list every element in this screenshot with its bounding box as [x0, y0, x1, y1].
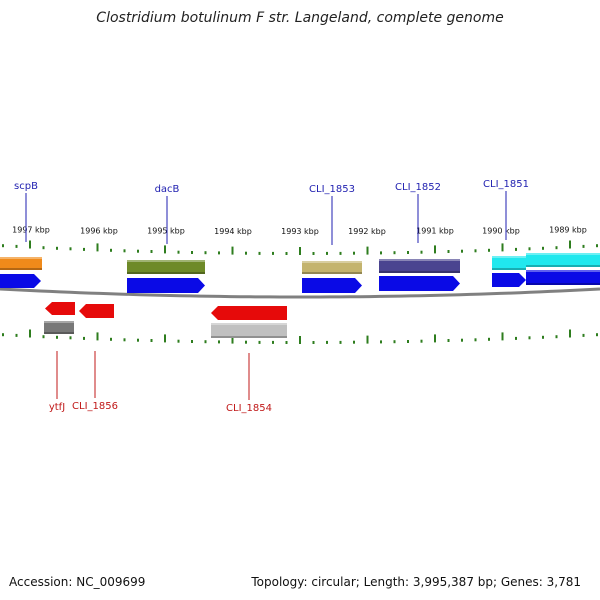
feature-gray-ytfJ-shadow: [44, 332, 74, 334]
cds-forward-CLI_1851: [492, 273, 526, 287]
feature-gray-ytfJ: [44, 321, 74, 334]
kbp-label: 1996 kbp: [80, 226, 118, 235]
topology-summary: Topology: circular; Length: 3,995,387 bp…: [251, 575, 581, 589]
feature-slate-CLI_1852-shadow: [379, 271, 460, 273]
feature-olive-dacB: [127, 260, 205, 274]
kbp-label: 1991 kbp: [416, 227, 454, 236]
kbp-label: 1989 kbp: [549, 226, 587, 235]
gene-label-top: CLI_1852: [395, 182, 441, 193]
kbp-label: 1994 kbp: [214, 227, 252, 236]
feature-lightgray-CLI_1854-highlight: [211, 323, 287, 325]
gene-label-bottom: ytfJ: [49, 402, 65, 413]
kbp-label: 1997 kbp: [12, 226, 50, 235]
kbp-label: 1992 kbp: [348, 227, 386, 236]
gene-label-top: dacB: [155, 184, 180, 195]
cds-reverse-ytfJ: [45, 302, 75, 315]
cds-forward-dacB: [127, 278, 205, 293]
feature-lightgray-CLI_1854: [211, 323, 287, 338]
kbp-label: 1993 kbp: [281, 227, 319, 236]
genome-backbone: [0, 287, 600, 299]
feature-orange-scpB: [0, 257, 42, 270]
feature-slate-CLI_1852-highlight: [379, 259, 460, 261]
feature-lightgray-CLI_1854-shadow: [211, 336, 287, 338]
gene-label-top: CLI_1853: [309, 184, 355, 195]
cds-reverse-CLI_1854: [211, 306, 287, 320]
cds-reverse-CLI_1856: [79, 304, 114, 318]
cds-forward-right: [526, 270, 600, 285]
cds-forward-right-shadow: [526, 283, 600, 285]
kbp-label: 1995 kbp: [147, 227, 185, 236]
feature-khaki-CLI_1853-highlight: [302, 261, 362, 263]
gene-label-top: scpB: [14, 181, 38, 192]
gene-label-bottom: CLI_1856: [72, 401, 118, 412]
feature-cyan-CLI_1851-highlight: [492, 256, 526, 258]
feature-gray-ytfJ-highlight: [44, 321, 74, 323]
gene-label-bottom: CLI_1854: [226, 403, 272, 414]
feature-cyan-right-shadow: [526, 265, 600, 267]
feature-olive-dacB-shadow: [127, 272, 205, 274]
map-title: Clostridium botulinum F str. Langeland, …: [96, 10, 504, 26]
feature-cyan-right-highlight: [526, 253, 600, 255]
feature-orange-scpB-highlight: [0, 257, 42, 259]
feature-khaki-CLI_1853-shadow: [302, 272, 362, 274]
gene-label-top: CLI_1851: [483, 179, 529, 190]
feature-cyan-right: [526, 253, 600, 267]
feature-khaki-CLI_1853: [302, 261, 362, 274]
feature-olive-dacB-highlight: [127, 260, 205, 262]
cds-forward-CLI_1853: [302, 278, 362, 293]
cds-forward-right-highlight: [526, 270, 600, 272]
feature-slate-CLI_1852: [379, 259, 460, 273]
feature-cyan-CLI_1851: [492, 256, 526, 270]
cds-forward-scpB: [0, 274, 41, 288]
kbp-label: 1990 kbp: [482, 226, 520, 235]
cds-forward-CLI_1852: [379, 276, 460, 291]
accession-label: Accession: NC_009699: [9, 575, 146, 589]
feature-cyan-CLI_1851-shadow: [492, 268, 526, 270]
feature-orange-scpB-shadow: [0, 268, 42, 270]
